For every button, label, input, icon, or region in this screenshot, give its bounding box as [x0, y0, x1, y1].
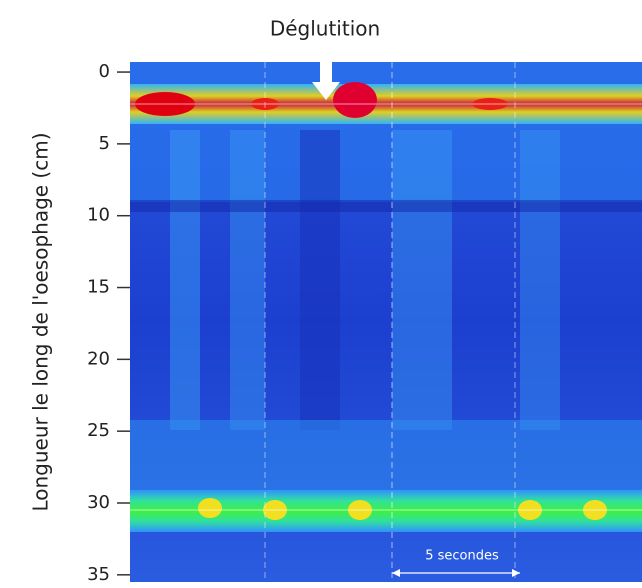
y-tick-label: 15	[87, 277, 110, 298]
y-tick-label: 5	[99, 133, 110, 154]
y-tick-label: 0	[99, 61, 110, 82]
annotation: 5 secondes	[425, 549, 499, 564]
heatmap-image	[130, 60, 642, 582]
y-tick-label: 20	[87, 348, 110, 369]
y-tick-label: 35	[87, 564, 110, 585]
chart-title: Déglutition	[270, 17, 380, 41]
y-tick-label: 25	[87, 420, 110, 441]
y-tick-label: 30	[87, 492, 110, 513]
y-axis-label: Longueur le long de l'oesophage (cm)	[29, 132, 53, 511]
y-tick-label: 10	[87, 205, 110, 226]
